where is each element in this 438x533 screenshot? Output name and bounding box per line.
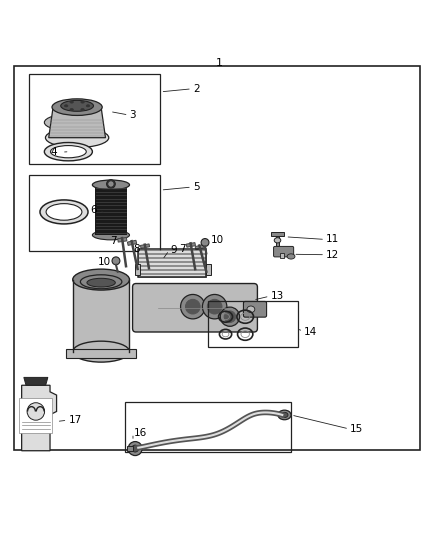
Text: 10: 10 (98, 257, 111, 267)
FancyBboxPatch shape (133, 284, 258, 332)
Text: 11: 11 (326, 235, 339, 245)
Ellipse shape (81, 109, 84, 111)
Polygon shape (49, 107, 106, 138)
Polygon shape (21, 385, 57, 451)
Ellipse shape (247, 306, 255, 312)
Ellipse shape (50, 146, 86, 158)
Bar (14, 66, 420, 450)
Circle shape (128, 441, 142, 456)
Circle shape (185, 300, 200, 314)
Ellipse shape (70, 101, 74, 103)
Bar (125, 402, 291, 452)
Circle shape (180, 294, 205, 319)
Ellipse shape (73, 341, 130, 362)
Text: 10: 10 (211, 235, 224, 245)
Bar (19, 398, 52, 433)
Bar (280, 253, 285, 258)
Ellipse shape (287, 254, 295, 259)
Ellipse shape (40, 200, 88, 224)
Polygon shape (127, 240, 137, 245)
Text: 4: 4 (51, 147, 57, 157)
Circle shape (112, 257, 120, 265)
Text: 2: 2 (193, 84, 199, 94)
Bar (138, 250, 206, 253)
Ellipse shape (92, 230, 130, 240)
Bar (135, 264, 140, 275)
Bar (206, 264, 211, 275)
Bar (138, 266, 206, 269)
Circle shape (202, 294, 227, 319)
Bar (29, 175, 160, 251)
Bar (138, 254, 206, 257)
Text: 7: 7 (110, 236, 117, 246)
Ellipse shape (73, 269, 130, 290)
Ellipse shape (61, 100, 93, 111)
Bar (276, 233, 279, 246)
Bar (208, 302, 297, 348)
Bar (73, 280, 130, 352)
Bar (138, 274, 206, 277)
Text: 5: 5 (193, 182, 199, 192)
FancyBboxPatch shape (244, 302, 267, 317)
Ellipse shape (70, 109, 74, 111)
Ellipse shape (274, 238, 281, 243)
Ellipse shape (86, 105, 90, 107)
Circle shape (224, 311, 236, 322)
Text: 14: 14 (304, 327, 318, 337)
Bar (138, 262, 206, 265)
Text: 6: 6 (90, 205, 97, 215)
Polygon shape (141, 244, 149, 248)
Ellipse shape (46, 204, 82, 220)
Ellipse shape (52, 99, 102, 116)
Text: 17: 17 (68, 415, 81, 425)
Circle shape (132, 445, 139, 452)
Text: 12: 12 (326, 250, 339, 260)
Ellipse shape (44, 114, 101, 131)
Ellipse shape (44, 142, 92, 161)
Bar (29, 75, 160, 164)
Circle shape (109, 182, 113, 186)
Circle shape (201, 239, 209, 246)
Ellipse shape (278, 410, 291, 420)
Circle shape (27, 403, 45, 420)
Ellipse shape (92, 180, 130, 190)
Circle shape (106, 180, 115, 188)
Bar (138, 249, 206, 277)
Polygon shape (24, 377, 48, 385)
Text: 8: 8 (133, 244, 140, 254)
Polygon shape (195, 245, 205, 250)
Circle shape (207, 300, 222, 314)
Text: 1: 1 (215, 58, 223, 68)
Bar (138, 270, 206, 273)
Bar (271, 231, 285, 236)
Ellipse shape (281, 413, 288, 417)
Polygon shape (118, 238, 127, 242)
Polygon shape (186, 243, 195, 247)
Text: 16: 16 (134, 429, 147, 438)
Bar (66, 350, 136, 358)
Ellipse shape (64, 105, 68, 107)
FancyBboxPatch shape (274, 246, 293, 257)
Text: 13: 13 (271, 291, 284, 301)
Text: 3: 3 (130, 110, 136, 120)
Ellipse shape (81, 275, 122, 289)
Bar (138, 258, 206, 261)
Ellipse shape (81, 101, 84, 103)
Ellipse shape (46, 128, 109, 148)
Text: 15: 15 (350, 424, 363, 434)
Circle shape (220, 307, 240, 326)
Bar (95, 185, 127, 235)
Bar (127, 446, 133, 451)
Ellipse shape (87, 278, 115, 287)
Text: 7: 7 (179, 244, 185, 254)
Text: 9: 9 (170, 245, 177, 255)
